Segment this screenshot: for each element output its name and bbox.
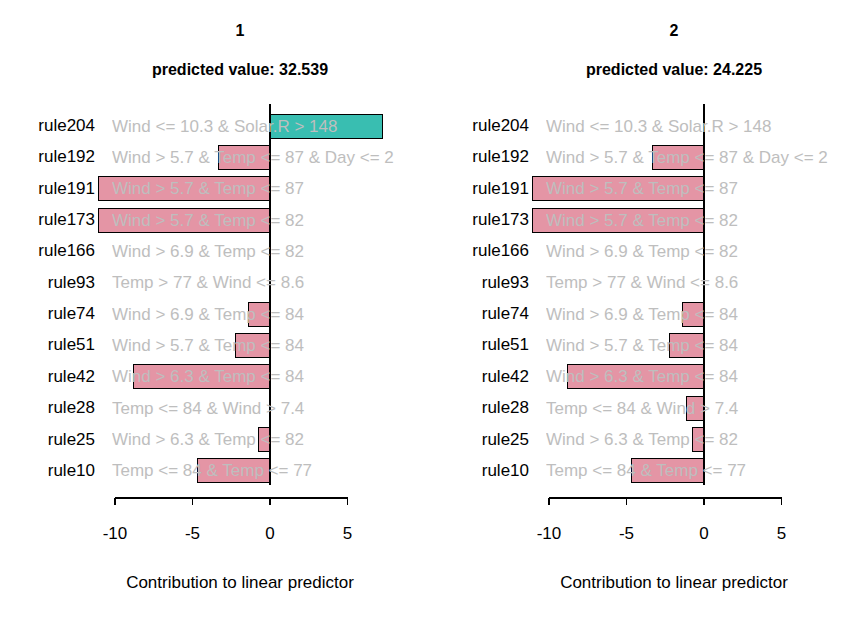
rule-condition-text: Wind > 6.3 & Temp <= 82 [112,429,397,450]
rule-id-label: rule191 [12,179,95,199]
x-axis-tick [269,498,271,505]
x-axis-tick-label: -10 [519,524,579,544]
rule-condition-text: Wind <= 10.3 & Solar.R > 148 [546,116,831,137]
rule-id-label: rule51 [12,335,95,355]
rule-condition-text: Wind > 6.9 & Temp <= 84 [112,304,397,325]
rule-id-label: rule25 [12,430,95,450]
rule-condition-text: Temp <= 84 & Temp <= 77 [112,460,397,481]
rule-condition-text: Wind > 5.7 & Temp <= 84 [112,335,397,356]
rule-condition-text: Wind > 6.9 & Temp <= 82 [112,241,397,262]
rule-contribution-plot: 1 predicted value: 32.539 rule204 Wind <= 1… [0,0,868,620]
rule-id-label: rule204 [446,116,529,136]
rule-condition-text: Wind > 6.9 & Temp <= 82 [546,241,831,262]
x-axis-tick-label: 0 [240,524,300,544]
x-axis-tick-label: 5 [318,524,378,544]
rule-id-label: rule192 [12,147,95,167]
rule-id-label: rule28 [446,398,529,418]
x-axis-title: Contribution to linear predictor [524,573,824,593]
x-axis-title: Contribution to linear predictor [90,573,390,593]
rule-id-label: rule173 [446,210,529,230]
rule-id-label: rule28 [12,398,95,418]
x-axis-tick-label: -5 [597,524,657,544]
x-axis-tick-label: 0 [674,524,734,544]
rule-id-label: rule166 [446,241,529,261]
x-axis-tick [347,498,349,505]
rule-condition-text: Wind > 5.7 & Temp <= 87 & Day <= 2 [546,147,831,168]
rule-condition-text: Temp > 77 & Wind <= 8.6 [546,272,831,293]
x-axis-tick [781,498,783,505]
panel-1: 1 predicted value: 32.539 rule204 Wind <= 1… [0,0,434,620]
rule-condition-text: Wind > 5.7 & Temp <= 87 & Day <= 2 [112,147,397,168]
rule-condition-text: Wind > 6.3 & Temp <= 84 [112,366,397,387]
panel-title: 1 [90,22,390,40]
x-axis-tick [548,498,550,505]
rule-id-label: rule42 [446,367,529,387]
rule-id-label: rule166 [12,241,95,261]
rule-id-label: rule173 [12,210,95,230]
rule-id-label: rule93 [446,273,529,293]
rule-condition-text: Wind <= 10.3 & Solar.R > 148 [112,116,397,137]
rule-id-label: rule93 [12,273,95,293]
rule-id-label: rule10 [446,461,529,481]
panel-2: 2 predicted value: 24.225 rule204 Wind <= 1… [434,0,868,620]
x-axis-line [549,497,782,499]
rule-condition-text: Wind > 5.7 & Temp <= 87 [546,178,831,199]
rule-id-label: rule192 [446,147,529,167]
rule-condition-text: Temp <= 84 & Wind > 7.4 [546,398,831,419]
rule-id-label: rule74 [12,304,95,324]
rule-condition-text: Wind > 6.9 & Temp <= 84 [546,304,831,325]
x-axis-tick [703,498,705,505]
predicted-value: predicted value: 24.225 [524,61,824,79]
x-axis-line [115,497,348,499]
x-axis-tick [192,498,194,505]
rule-condition-text: Wind > 5.7 & Temp <= 82 [112,210,397,231]
rule-id-label: rule51 [446,335,529,355]
x-axis-tick-label: -10 [85,524,145,544]
rule-condition-text: Temp <= 84 & Wind > 7.4 [112,398,397,419]
x-axis-tick-label: -5 [163,524,223,544]
rule-id-label: rule10 [12,461,95,481]
x-axis-tick-label: 5 [752,524,812,544]
predicted-value: predicted value: 32.539 [90,61,390,79]
rule-id-label: rule74 [446,304,529,324]
x-axis-tick [626,498,628,505]
rule-condition-text: Temp <= 84 & Temp <= 77 [546,460,831,481]
rule-condition-text: Temp > 77 & Wind <= 8.6 [112,272,397,293]
rule-id-label: rule204 [12,116,95,136]
rule-condition-text: Wind > 5.7 & Temp <= 87 [112,178,397,199]
rule-condition-text: Wind > 6.3 & Temp <= 84 [546,366,831,387]
panel-title: 2 [524,22,824,40]
x-axis-tick [114,498,116,505]
rule-condition-text: Wind > 5.7 & Temp <= 84 [546,335,831,356]
rule-condition-text: Wind > 5.7 & Temp <= 82 [546,210,831,231]
rule-condition-text: Wind > 6.3 & Temp <= 82 [546,429,831,450]
rule-id-label: rule191 [446,179,529,199]
rule-id-label: rule42 [12,367,95,387]
rule-id-label: rule25 [446,430,529,450]
